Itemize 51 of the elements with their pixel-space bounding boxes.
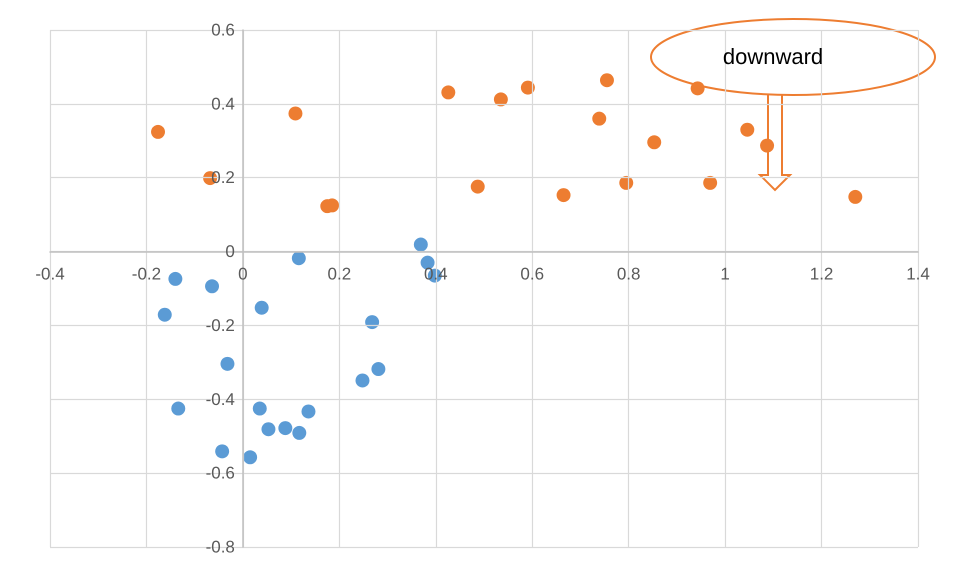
point <box>243 450 258 464</box>
x-tick-label: 0.2 <box>328 264 352 284</box>
y-tick-label: 0.4 <box>211 94 235 114</box>
point <box>220 356 234 371</box>
y-tick-label: 0.6 <box>211 20 235 40</box>
point <box>414 238 428 252</box>
x-tick-label: 1.2 <box>810 264 834 284</box>
point <box>301 404 316 418</box>
point <box>556 188 571 202</box>
x-tick-label: -0.2 <box>132 264 162 284</box>
point <box>441 85 456 100</box>
point <box>205 279 220 294</box>
point <box>600 73 614 88</box>
point <box>252 402 267 416</box>
point <box>254 300 269 315</box>
point <box>158 308 172 322</box>
point <box>494 92 508 106</box>
point <box>848 190 862 204</box>
point <box>365 315 380 330</box>
point <box>703 176 718 190</box>
point <box>278 421 292 436</box>
point <box>740 122 754 137</box>
point <box>151 124 166 139</box>
y-tick-label: -0.8 <box>206 538 235 556</box>
y-tick-label: -0.2 <box>206 316 235 335</box>
point <box>355 373 370 388</box>
point <box>371 362 386 376</box>
annotation: downward <box>722 44 824 70</box>
x-tick-label: 0 <box>238 264 248 284</box>
point <box>470 180 485 194</box>
point <box>292 426 306 440</box>
y-tick-label: 0.2 <box>211 168 235 188</box>
y-tick-label: -0.6 <box>206 464 235 483</box>
x-tick-label: -0.4 <box>35 264 65 284</box>
point <box>292 251 306 266</box>
x-tick-label: 1 <box>720 264 730 284</box>
point <box>690 81 705 96</box>
point <box>520 80 535 95</box>
point <box>647 135 662 150</box>
x-tick-label: 0.8 <box>616 264 640 284</box>
point <box>171 402 186 416</box>
point <box>168 272 182 286</box>
point <box>760 138 774 153</box>
y-tick-label: 0 <box>225 242 235 262</box>
y-tick-label: -0.4 <box>206 390 235 409</box>
point <box>592 112 606 126</box>
x-tick-label: 0.6 <box>520 264 544 284</box>
point <box>261 422 276 436</box>
point <box>215 444 230 458</box>
x-tick-label: 1.4 <box>906 264 930 284</box>
point <box>288 106 302 120</box>
